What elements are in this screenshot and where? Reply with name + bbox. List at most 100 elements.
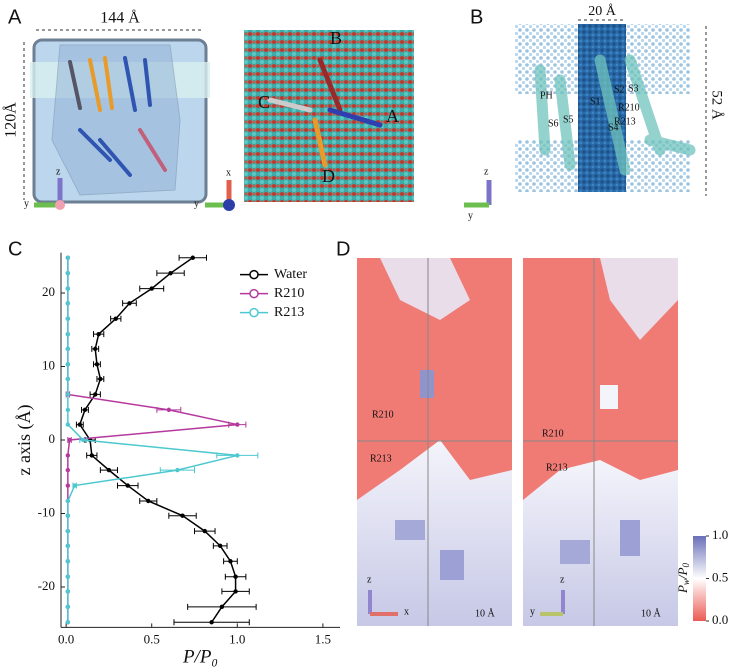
- data-point: [65, 498, 71, 504]
- legend-label: R210: [274, 286, 304, 301]
- heatmap: [357, 258, 512, 626]
- dimension-label: 20 Å: [588, 3, 617, 19]
- data-point: [65, 362, 71, 367]
- residue-label: R213: [546, 462, 568, 473]
- data-point: [125, 483, 130, 488]
- x-axis-label: P/P₀: [182, 646, 218, 667]
- data-point: [166, 407, 172, 413]
- data-point: [65, 574, 71, 579]
- simulation-box: [244, 30, 414, 202]
- data-point: [98, 376, 103, 382]
- dimension-label: 144 Å: [100, 9, 140, 27]
- legend-marker: [249, 269, 259, 280]
- data-point: [219, 604, 225, 610]
- y-tick-label: 10: [42, 357, 55, 372]
- data-point: [146, 498, 151, 504]
- data-point: [82, 407, 88, 413]
- heatmap: [523, 258, 678, 626]
- dimension-label: 120Å: [2, 102, 20, 138]
- y-tick-label: 20: [42, 284, 55, 299]
- colorbar-tick-label: 0.5: [712, 569, 728, 584]
- axis-gizmo: [205, 180, 235, 211]
- data-point: [93, 392, 98, 397]
- colorbar-label-part: P: [675, 585, 690, 594]
- data-point: [233, 589, 238, 594]
- colorbar-label: Pw/P0: [675, 562, 691, 594]
- data-point: [65, 620, 71, 625]
- data-point: [235, 453, 240, 458]
- helix-label: S4: [608, 122, 619, 133]
- axis-gizmo: [368, 590, 565, 616]
- axis-label: x: [404, 606, 409, 617]
- y-axis-label: z axis (Å): [14, 405, 35, 476]
- data-point: [65, 422, 71, 427]
- data-point: [217, 543, 223, 549]
- data-point: [65, 453, 71, 458]
- data-point: [65, 331, 71, 337]
- site-label: B: [330, 28, 342, 48]
- axis-label: y: [24, 198, 29, 209]
- data-point: [235, 422, 240, 427]
- colorbar-label-part: 0: [681, 562, 691, 567]
- y-tick-label: -10: [38, 504, 55, 519]
- data-point: [175, 467, 180, 473]
- data-point: [89, 453, 95, 458]
- data-point: [65, 513, 71, 518]
- data-point: [65, 346, 71, 352]
- data-point: [65, 467, 71, 473]
- colorbar-label-part: w: [681, 579, 691, 585]
- data-point: [65, 270, 71, 276]
- data-point: [77, 422, 83, 427]
- chart: 0.0 0.5 1.0 1.5 -20 -10 0 10 20 P/P₀ z axis (Å) Wat…: [14, 252, 340, 667]
- data-point: [65, 528, 71, 534]
- legend-marker: [249, 288, 259, 299]
- residue-label: R210: [372, 409, 394, 420]
- axis-label: z: [484, 166, 489, 177]
- helix-label: S6: [548, 118, 559, 129]
- panel-label: D: [336, 238, 350, 260]
- scale-label: 10 Å: [641, 607, 662, 619]
- axis-label: x: [226, 167, 231, 178]
- colorbar: [693, 536, 706, 621]
- data-point: [81, 437, 86, 443]
- y-tick-label: -20: [38, 578, 55, 593]
- panel-label: C: [8, 238, 22, 260]
- axis-label: y: [468, 210, 473, 221]
- site-label: D: [322, 166, 335, 186]
- data-point: [228, 559, 233, 564]
- x-tick-label: 0.5: [144, 631, 160, 646]
- axis-label: y: [530, 606, 535, 617]
- data-point: [65, 286, 71, 291]
- data-point: [72, 483, 77, 488]
- residue-label: R210: [542, 428, 564, 439]
- x-tick-label: 0.0: [58, 631, 74, 646]
- data-point: [65, 604, 71, 610]
- data-point: [180, 513, 185, 518]
- axis-gizmo: [34, 178, 65, 210]
- scale-label: 10 Å: [475, 607, 496, 619]
- legend-label: R213: [274, 305, 304, 320]
- data-point: [96, 331, 101, 337]
- residue-label: R213: [614, 116, 636, 127]
- data-point: [149, 286, 154, 291]
- panel-label: B: [470, 6, 483, 28]
- helices: [534, 54, 696, 176]
- helix-label: PH: [540, 90, 553, 101]
- axis-label: y: [194, 198, 199, 209]
- data-point: [65, 392, 71, 397]
- series-line: [78, 257, 237, 623]
- data-point: [65, 316, 71, 321]
- panel-a-box: [30, 38, 210, 204]
- data-point: [233, 574, 238, 579]
- axis-gizmo: [464, 180, 492, 208]
- data-point: [190, 255, 195, 260]
- y-tick-label: 0: [49, 431, 56, 446]
- residue-label: R210: [618, 102, 640, 113]
- data-point: [202, 528, 207, 534]
- data-point: [65, 589, 71, 594]
- site-label: A: [386, 106, 399, 126]
- colorbar-tick-label: 1.0: [712, 527, 728, 542]
- data-point: [65, 301, 71, 306]
- axis-label: z: [367, 574, 372, 585]
